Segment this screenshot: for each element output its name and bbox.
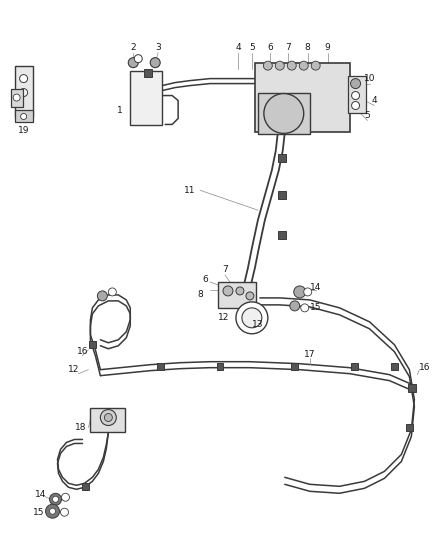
Circle shape (53, 496, 59, 502)
Text: 15: 15 (310, 303, 321, 312)
Text: 7: 7 (222, 265, 228, 274)
Text: 5: 5 (365, 111, 371, 120)
Text: 7: 7 (285, 43, 291, 52)
Bar (14, 110, 32, 123)
Bar (406, 424, 413, 431)
Circle shape (311, 61, 320, 70)
Bar (408, 384, 417, 392)
Text: 12: 12 (68, 365, 79, 374)
Bar (278, 191, 286, 199)
Bar (89, 341, 96, 348)
Bar (348, 76, 366, 114)
Circle shape (60, 508, 68, 516)
Text: 4: 4 (372, 96, 377, 105)
Text: 3: 3 (155, 43, 161, 52)
Circle shape (236, 302, 268, 334)
Bar (14, 66, 32, 117)
Bar (157, 363, 164, 370)
Circle shape (352, 92, 360, 100)
Circle shape (21, 114, 27, 119)
Text: 5: 5 (249, 43, 255, 52)
Text: 4: 4 (235, 43, 241, 52)
Circle shape (294, 286, 306, 298)
Text: 14: 14 (35, 490, 46, 499)
Circle shape (263, 61, 272, 70)
Circle shape (223, 286, 233, 296)
Bar (216, 363, 223, 370)
Bar (258, 93, 310, 134)
Circle shape (20, 88, 28, 96)
Bar (82, 483, 89, 490)
Circle shape (61, 493, 70, 501)
Circle shape (97, 291, 107, 301)
Circle shape (350, 78, 360, 88)
Bar (291, 363, 298, 370)
Circle shape (304, 288, 312, 296)
Text: 10: 10 (364, 74, 375, 83)
Circle shape (49, 508, 56, 514)
Bar (255, 63, 350, 132)
Circle shape (134, 55, 142, 63)
Text: 17: 17 (304, 350, 315, 359)
Circle shape (236, 287, 244, 295)
Circle shape (108, 288, 117, 296)
Text: 16: 16 (419, 363, 430, 372)
Text: 1: 1 (117, 106, 123, 115)
Circle shape (20, 75, 28, 83)
Text: 8: 8 (305, 43, 311, 52)
Text: 6: 6 (202, 276, 208, 285)
Circle shape (49, 493, 61, 505)
Circle shape (246, 292, 254, 300)
Circle shape (299, 61, 308, 70)
Bar (391, 363, 398, 370)
Circle shape (128, 58, 138, 68)
Circle shape (264, 94, 304, 133)
Circle shape (242, 308, 262, 328)
Text: 2: 2 (131, 43, 136, 52)
Circle shape (290, 301, 300, 311)
Circle shape (100, 409, 117, 425)
Circle shape (104, 414, 112, 422)
Circle shape (352, 101, 360, 109)
Circle shape (46, 504, 60, 518)
Circle shape (150, 58, 160, 68)
Bar (90, 408, 125, 432)
Text: 9: 9 (325, 43, 331, 52)
Bar (218, 282, 256, 308)
Text: 11: 11 (184, 185, 196, 195)
Text: 14: 14 (310, 284, 321, 293)
Text: 8: 8 (197, 290, 203, 300)
Bar (278, 231, 286, 239)
Text: 16: 16 (77, 347, 88, 356)
Text: 15: 15 (33, 508, 44, 516)
Text: 12: 12 (218, 313, 230, 322)
Text: 19: 19 (18, 126, 29, 135)
Circle shape (276, 61, 284, 70)
Bar (130, 71, 162, 125)
Bar (11, 88, 23, 107)
Text: 6: 6 (267, 43, 273, 52)
Text: 13: 13 (252, 320, 264, 329)
Bar (278, 155, 286, 163)
Circle shape (13, 94, 20, 101)
Circle shape (301, 304, 309, 312)
Bar (351, 363, 358, 370)
Bar (144, 69, 152, 77)
Circle shape (287, 61, 296, 70)
Text: 18: 18 (75, 423, 86, 432)
